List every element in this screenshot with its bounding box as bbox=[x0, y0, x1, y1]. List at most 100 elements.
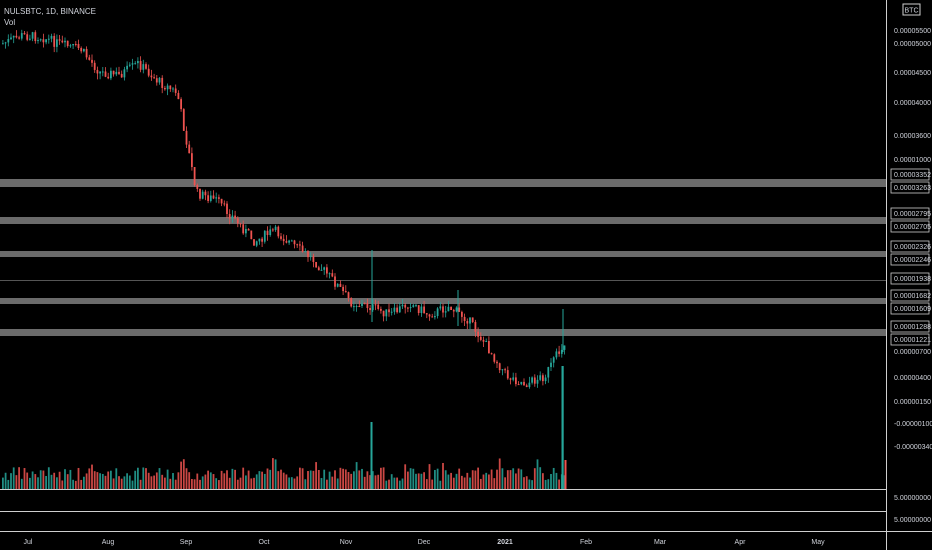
candle-body bbox=[558, 351, 560, 354]
volume-bar bbox=[536, 459, 539, 489]
candle-body bbox=[542, 375, 544, 382]
zone-level-box bbox=[890, 168, 930, 181]
zone-level-box bbox=[890, 272, 930, 285]
candle-body bbox=[509, 378, 512, 380]
candle-body bbox=[528, 382, 531, 388]
candle-body bbox=[158, 77, 161, 83]
volume-bar bbox=[304, 479, 307, 489]
candle-body bbox=[307, 251, 309, 258]
candle-body bbox=[407, 307, 409, 309]
volume-bar bbox=[323, 469, 326, 489]
candle-body bbox=[374, 304, 377, 306]
volume-bar bbox=[455, 473, 458, 489]
volume-bar bbox=[293, 478, 296, 489]
volume-bar bbox=[312, 470, 315, 489]
time-axis-labels[interactable]: Jul Aug Sep Oct Nov Dec 2021 Feb Mar Apr May bbox=[24, 539, 826, 546]
volume-bar bbox=[425, 479, 428, 489]
volume-bar bbox=[166, 469, 169, 489]
volume-bar bbox=[369, 475, 371, 489]
candle-body bbox=[520, 381, 523, 385]
volume-bar bbox=[415, 473, 417, 489]
volume-bar bbox=[466, 472, 469, 489]
price-axis-tick: 0.00000700 bbox=[894, 349, 931, 356]
volume-bar bbox=[506, 470, 509, 489]
candle-body bbox=[393, 307, 396, 312]
volume-bar bbox=[296, 476, 299, 489]
candle-body bbox=[301, 245, 304, 252]
volume-bar bbox=[42, 470, 45, 489]
price-axis-tick: -0.00000100 bbox=[894, 421, 932, 428]
price-axis-tick: 0.00000400 bbox=[894, 375, 931, 382]
symbol-title: NULSBTC, 1D, BINANCE bbox=[4, 7, 96, 16]
volume-bar bbox=[515, 473, 517, 489]
candle-body bbox=[42, 39, 45, 43]
candle-body bbox=[12, 35, 15, 38]
candle-body bbox=[83, 48, 85, 52]
candle-body bbox=[191, 153, 193, 168]
zone-level-label: 0.00001288 bbox=[894, 324, 931, 331]
candle-body bbox=[231, 215, 234, 219]
candle-body bbox=[174, 88, 177, 93]
volume-bar bbox=[258, 471, 261, 489]
volume-bar bbox=[269, 469, 272, 489]
volume-bar bbox=[450, 472, 452, 489]
volume-bar bbox=[150, 476, 153, 489]
candle-body bbox=[380, 308, 382, 311]
volume-bar bbox=[412, 468, 415, 489]
candle-body bbox=[58, 39, 61, 41]
volume-bar bbox=[550, 474, 552, 489]
volume-bar bbox=[74, 480, 77, 489]
candle-body bbox=[177, 92, 180, 100]
volume-bar bbox=[85, 473, 88, 489]
volume-bar bbox=[239, 477, 242, 489]
candle-body bbox=[479, 336, 482, 340]
candle-body bbox=[145, 64, 147, 69]
candle-body bbox=[361, 303, 363, 307]
candle-body bbox=[482, 339, 485, 342]
volume-bar bbox=[382, 467, 385, 489]
volume-bar bbox=[131, 480, 134, 489]
time-axis-label: Sep bbox=[180, 539, 193, 546]
candle-body bbox=[220, 198, 223, 204]
candle-body bbox=[398, 306, 401, 313]
candle-body bbox=[26, 34, 29, 40]
candle-body bbox=[334, 276, 336, 287]
candle-body bbox=[469, 317, 471, 324]
volume-bar bbox=[188, 472, 191, 489]
zone-level-box bbox=[890, 240, 930, 253]
time-axis-label: Aug bbox=[102, 539, 115, 546]
candle-body bbox=[412, 305, 415, 308]
volume-bar bbox=[533, 468, 536, 489]
candle-body bbox=[560, 349, 563, 354]
price-axis-ticks[interactable]: 0.00005500 0.00005000 0.00004500 0.00004000… bbox=[894, 28, 932, 451]
volume-bar bbox=[496, 469, 498, 489]
volume-bar bbox=[347, 472, 350, 489]
volume-bar bbox=[247, 470, 250, 489]
candle-body bbox=[45, 39, 47, 43]
candle-body bbox=[498, 363, 501, 371]
volume-bar bbox=[396, 477, 398, 489]
candle-body bbox=[39, 39, 42, 41]
volume-bar bbox=[544, 479, 547, 489]
candle-body bbox=[261, 238, 263, 242]
volume-bar bbox=[50, 474, 53, 489]
volume-bar bbox=[520, 469, 523, 489]
volume-bar bbox=[564, 460, 567, 489]
volume-bar bbox=[134, 470, 137, 489]
currency-badge[interactable] bbox=[902, 3, 921, 16]
volume-bar bbox=[285, 474, 288, 489]
volume-bar bbox=[377, 474, 380, 489]
volume-bar bbox=[137, 467, 139, 489]
price-axis-tick: 0.00005500 bbox=[894, 28, 931, 35]
volume-bar bbox=[34, 474, 37, 489]
candle-body bbox=[212, 195, 215, 199]
volume-bar bbox=[355, 462, 358, 489]
volume-bar bbox=[504, 477, 506, 489]
volume-bar bbox=[485, 472, 488, 489]
candle-body bbox=[436, 308, 439, 317]
volume-bar bbox=[326, 479, 328, 489]
candle-body bbox=[258, 238, 261, 242]
candle-body bbox=[282, 238, 285, 242]
zone-level-labels: 0.00003352 0.00003263 0.00002795 0.00002705… bbox=[890, 168, 931, 346]
